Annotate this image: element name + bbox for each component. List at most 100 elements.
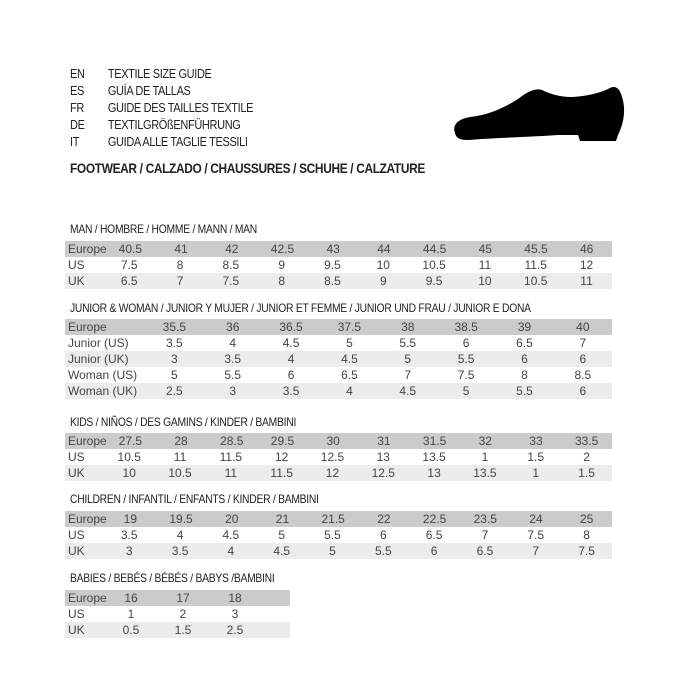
row-label: Europe	[68, 242, 107, 256]
size-cell: 25	[580, 512, 594, 526]
size-cell: 3.5	[120, 528, 138, 542]
size-cell: 28	[174, 434, 188, 448]
size-cell: 7.5	[222, 274, 240, 288]
lang-title: GUIDE DES TAILLES TEXTILE	[107, 101, 254, 115]
table-row: UK 6.5 7 7.5 8 8.5 9 9.5 10 10.5 11	[65, 273, 612, 289]
size-cell: 5	[329, 544, 336, 558]
table-row: US 1 2 3	[65, 606, 290, 622]
footwear-heading: FOOTWEAR / CALZADO / CHAUSSURES / SCHUHE…	[70, 160, 425, 176]
lang-title: GUÍA DE TALLAS	[107, 84, 191, 98]
row-label: Woman (US)	[68, 368, 138, 382]
table-row: US 3.5 4 4.5 5 5.5 6 6.5 7 7.5 8	[65, 527, 612, 543]
size-cell: 3	[229, 384, 237, 398]
size-cell: 0.5	[122, 623, 140, 637]
row-label: US	[68, 607, 85, 621]
lang-line-es: ES GUÍA DE TALLAS	[70, 84, 191, 98]
size-cell: 11	[478, 258, 492, 272]
size-cell: 24	[529, 512, 543, 526]
size-cell: 21	[275, 512, 290, 526]
size-cell: 5.5	[224, 368, 242, 382]
row-label: UK	[68, 466, 85, 480]
size-cell: 13	[376, 450, 390, 464]
size-cell: 21.5	[321, 512, 345, 526]
size-cell: 43	[326, 242, 340, 256]
size-cell: 13.5	[473, 466, 497, 480]
table-row: Europe 16 17 18	[65, 590, 290, 606]
size-cell: 1	[481, 450, 489, 464]
size-table-babies: Europe 16 17 18 US 1 2 3 UK 0.5 1.5 2.5	[65, 590, 290, 638]
lang-code: IT	[70, 135, 80, 149]
lang-line-de: DE TEXTILGRÖßENFÜHRUNG	[70, 118, 241, 132]
size-cell: 4.5	[222, 528, 240, 542]
size-cell: 19.5	[169, 512, 193, 526]
size-cell: 19	[123, 512, 138, 526]
lang-code: ES	[70, 84, 84, 98]
table-row: US 7.5 8 8.5 9 9.5 10 10.5 11 11.5 12	[65, 257, 612, 273]
lang-line-en: EN TEXTILE SIZE GUIDE	[70, 67, 212, 81]
size-cell: 22.5	[422, 512, 447, 526]
size-cell: 2	[583, 450, 590, 464]
size-cell: 44	[377, 242, 391, 256]
size-cell: 5	[170, 368, 178, 382]
row-label: US	[68, 258, 85, 272]
size-cell: 6	[379, 528, 387, 542]
table-row: Europe 19 19.5 20 21 21.5 22 22.5 23.5 24 25	[65, 511, 612, 527]
size-cell: 3.5	[165, 336, 183, 350]
size-cell: 4	[287, 352, 295, 366]
size-cell: 44.5	[422, 242, 447, 256]
size-cell: 17	[176, 591, 190, 605]
lang-line-fr: FR GUIDE DES TAILLES TEXTILE	[70, 101, 253, 115]
size-cell: 33	[529, 434, 543, 448]
size-cell: 5	[404, 352, 412, 366]
row-label: US	[68, 450, 85, 464]
size-cell: 9	[379, 274, 387, 288]
size-cell: 38	[401, 320, 415, 334]
row-label: Europe	[68, 434, 107, 448]
table-row: Junior (US) 3.5 4 4.5 5 5.5 6 6.5 7	[65, 335, 612, 351]
size-cell: 6.5	[341, 368, 358, 382]
row-label: Europe	[68, 512, 107, 526]
size-cell: 23.5	[473, 512, 497, 526]
size-cell: 38.5	[454, 320, 478, 334]
row-label: Junior (UK)	[68, 352, 129, 366]
size-cell: 3.5	[282, 384, 300, 398]
size-cell: 5.5	[324, 528, 341, 542]
size-cell: 41	[174, 242, 188, 256]
size-cell: 8.5	[222, 258, 240, 272]
row-label: Junior (US)	[68, 336, 129, 350]
size-cell: 5	[278, 528, 285, 542]
size-cell: 3.5	[224, 352, 242, 366]
size-cell: 6	[579, 384, 587, 398]
section-title-children: CHILDREN / INFANTIL / ENFANTS / KINDER /…	[70, 492, 319, 506]
section-title-man: MAN / HOMBRE / HOMME / MANN / MAN	[70, 222, 258, 236]
size-cell: 9.5	[425, 274, 443, 288]
size-cell: 27.5	[118, 434, 143, 448]
size-cell: 7	[404, 368, 412, 382]
size-cell: 8	[278, 274, 285, 288]
size-cell: 1	[532, 466, 540, 480]
size-cell: 11	[580, 274, 593, 288]
size-cell: 7.5	[527, 528, 545, 542]
size-cell: 7	[176, 274, 184, 288]
row-label: UK	[68, 623, 85, 637]
size-cell: 32	[478, 434, 492, 448]
row-label: Woman (UK)	[68, 384, 138, 398]
size-cell: 33.5	[575, 434, 599, 448]
size-cell: 40	[576, 320, 590, 334]
table-row: Woman (US) 5 5.5 6 6.5 7 7.5 8 8.5	[65, 367, 612, 383]
size-cell: 42.5	[270, 242, 295, 256]
size-cell: 10	[122, 466, 136, 480]
size-cell: 1.5	[578, 466, 595, 480]
size-cell: 8	[176, 258, 184, 272]
size-cell: 30	[326, 434, 340, 448]
size-cell: 5.5	[516, 384, 533, 398]
size-cell: 1	[127, 607, 135, 621]
size-cell: 31.5	[422, 434, 447, 448]
size-cell: 22	[377, 512, 391, 526]
size-cell: 46	[580, 242, 594, 256]
size-cell: 13	[427, 466, 441, 480]
section-title-kids: KIDS / NIÑOS / DES GAMINS / KINDER / BAM…	[70, 415, 297, 429]
size-cell: 3.5	[171, 544, 189, 558]
size-cell: 12	[325, 466, 340, 480]
